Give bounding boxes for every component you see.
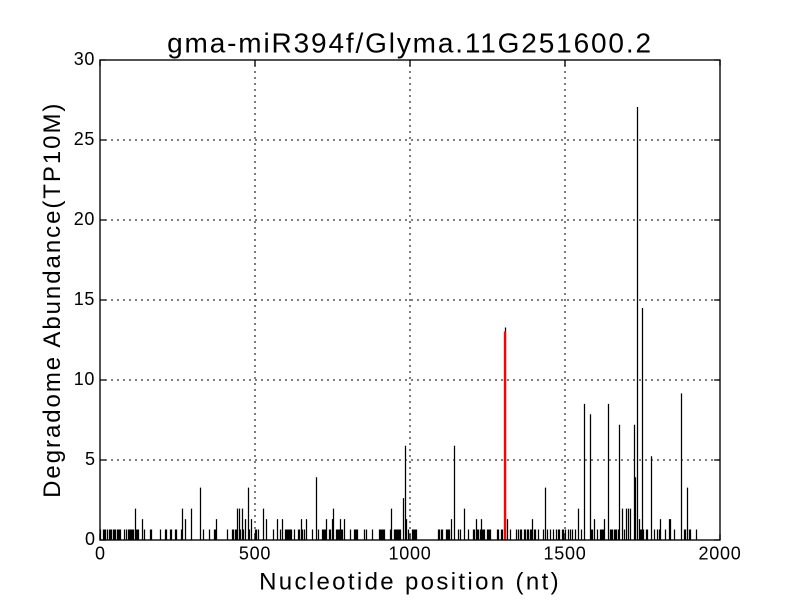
- svg-text:1000: 1000: [388, 544, 431, 564]
- svg-text:15: 15: [74, 289, 95, 309]
- svg-text:10: 10: [74, 369, 95, 389]
- svg-text:25: 25: [74, 129, 95, 149]
- svg-text:500: 500: [239, 544, 271, 564]
- svg-text:gma-miR394f/Glyma.11G251600.2: gma-miR394f/Glyma.11G251600.2: [167, 28, 653, 59]
- svg-text:0: 0: [85, 529, 95, 549]
- svg-text:Degradome Abundance(TP10M): Degradome Abundance(TP10M): [39, 102, 66, 498]
- svg-text:5: 5: [85, 449, 95, 469]
- svg-text:0: 0: [95, 544, 105, 564]
- svg-text:2000: 2000: [698, 544, 741, 564]
- svg-text:1500: 1500: [543, 544, 586, 564]
- svg-text:20: 20: [74, 209, 95, 229]
- svg-text:Nucleotide position (nt): Nucleotide position (nt): [259, 569, 561, 596]
- svg-text:30: 30: [74, 49, 95, 69]
